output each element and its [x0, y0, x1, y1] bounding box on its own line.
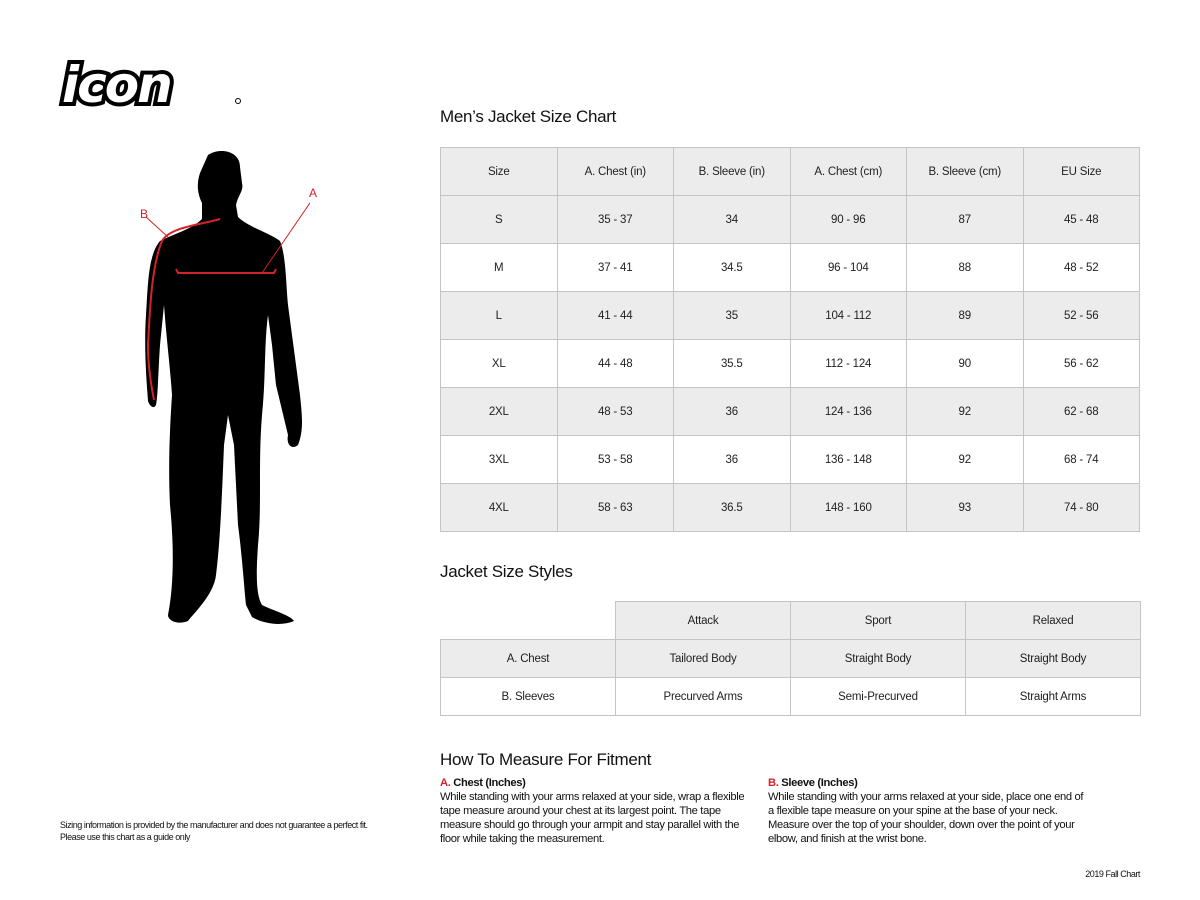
icon-logo: icon: [58, 58, 241, 108]
table-cell: 112 - 124: [789, 339, 907, 388]
table-cell: 136 - 148: [789, 435, 907, 484]
table-cell: 74 - 80: [1022, 483, 1140, 532]
table-cell: 88: [906, 243, 1024, 292]
header-cell: B. Sleeve (in): [673, 147, 791, 196]
table-cell: 36: [673, 387, 791, 436]
table-cell: S: [440, 195, 558, 244]
table-cell: 124 - 136: [789, 387, 907, 436]
table-cell: 48 - 53: [556, 387, 674, 436]
sleeve-heading: Sleeve (Inches): [781, 777, 858, 789]
table-row: XL 44 - 48 35.5 112 - 124 90 56 - 62: [440, 339, 1140, 388]
table-cell: 90 - 96: [789, 195, 907, 244]
table-cell: 35.5: [673, 339, 791, 388]
header-cell: EU Size: [1022, 147, 1140, 196]
sleeve-measure-line: [146, 218, 221, 401]
table-cell: Precurved Arms: [615, 677, 791, 716]
chest-text: While standing with your arms relaxed at…: [440, 791, 745, 845]
header-cell: Attack: [615, 601, 791, 640]
header-cell: Size: [440, 147, 558, 196]
styles-table: Attack Sport Relaxed A. Chest Tailored B…: [440, 601, 1141, 716]
label-a: A: [309, 186, 318, 200]
table-cell: 56 - 62: [1022, 339, 1140, 388]
size-chart-table: Size A. Chest (in) B. Sleeve (in) A. Che…: [440, 147, 1140, 532]
table-cell: M: [440, 243, 558, 292]
table-cell: 41 - 44: [556, 291, 674, 340]
body-silhouette-figure: [145, 151, 310, 624]
table-cell: 89: [906, 291, 1024, 340]
table-cell: 62 - 68: [1022, 387, 1140, 436]
size-chart-title: Men’s Jacket Size Chart: [440, 107, 617, 126]
sleeve-letter: B.: [768, 777, 779, 789]
table-row: 2XL 48 - 53 36 124 - 136 92 62 - 68: [440, 387, 1140, 436]
table-cell: 53 - 58: [556, 435, 674, 484]
table-row: A. Chest Tailored Body Straight Body Str…: [440, 639, 1141, 678]
table-cell: 87: [906, 195, 1024, 244]
table-cell: 3XL: [440, 435, 558, 484]
table-cell: Semi-Precurved: [790, 677, 966, 716]
registered-mark-icon: [235, 98, 241, 104]
chest-letter: A.: [440, 777, 451, 789]
table-cell: 36.5: [673, 483, 791, 532]
table-header-row: Size A. Chest (in) B. Sleeve (in) A. Che…: [440, 147, 1140, 196]
body-silhouette: [145, 151, 302, 624]
measure-title: How To Measure For Fitment: [440, 750, 652, 769]
chest-heading: Chest (Inches): [453, 777, 526, 789]
styles-title: Jacket Size Styles: [440, 562, 573, 581]
table-cell: A. Chest: [440, 639, 616, 678]
header-cell: A. Chest (in): [556, 147, 674, 196]
header-cell: [440, 601, 616, 640]
table-row: 3XL 53 - 58 36 136 - 148 92 68 - 74: [440, 435, 1140, 484]
table-cell: 48 - 52: [1022, 243, 1140, 292]
table-cell: 36: [673, 435, 791, 484]
table-cell: 58 - 63: [556, 483, 674, 532]
table-cell: Straight Body: [965, 639, 1141, 678]
table-cell: 92: [906, 387, 1024, 436]
table-cell: 45 - 48: [1022, 195, 1140, 244]
table-cell: 4XL: [440, 483, 558, 532]
table-cell: Tailored Body: [615, 639, 791, 678]
table-cell: 104 - 112: [789, 291, 907, 340]
chest-instructions: A. Chest (Inches) While standing with yo…: [440, 776, 758, 846]
chest-measure-line: [175, 268, 277, 274]
header-cell: B. Sleeve (cm): [906, 147, 1024, 196]
label-b: B: [140, 207, 149, 221]
header-cell: A. Chest (cm): [789, 147, 907, 196]
table-row: L 41 - 44 35 104 - 112 89 52 - 56: [440, 291, 1140, 340]
disclaimer: Sizing information is provided by the ma…: [60, 819, 368, 843]
table-cell: 93: [906, 483, 1024, 532]
table-cell: XL: [440, 339, 558, 388]
table-row: B. Sleeves Precurved Arms Semi-Precurved…: [440, 677, 1141, 716]
table-header-row: Attack Sport Relaxed: [440, 601, 1141, 640]
table-cell: 52 - 56: [1022, 291, 1140, 340]
table-cell: L: [440, 291, 558, 340]
disclaimer-line: Sizing information is provided by the ma…: [60, 820, 368, 830]
svg-text:icon: icon: [62, 58, 171, 108]
sleeve-text: While standing with your arms relaxed at…: [768, 791, 1084, 845]
table-cell: 35: [673, 291, 791, 340]
table-cell: 90: [906, 339, 1024, 388]
chart-edition: 2019 Fall Chart: [1085, 869, 1140, 879]
header-cell: Sport: [790, 601, 966, 640]
table-row: M 37 - 41 34.5 96 - 104 88 48 - 52: [440, 243, 1140, 292]
table-cell: 34: [673, 195, 791, 244]
table-cell: 96 - 104: [789, 243, 907, 292]
table-cell: B. Sleeves: [440, 677, 616, 716]
table-cell: 35 - 37: [556, 195, 674, 244]
table-cell: Straight Body: [790, 639, 966, 678]
disclaimer-line: Please use this chart as a guide only: [60, 832, 190, 842]
table-cell: 44 - 48: [556, 339, 674, 388]
table-cell: Straight Arms: [965, 677, 1141, 716]
header-cell: Relaxed: [965, 601, 1141, 640]
table-cell: 2XL: [440, 387, 558, 436]
table-cell: 34.5: [673, 243, 791, 292]
table-row: 4XL 58 - 63 36.5 148 - 160 93 74 - 80: [440, 483, 1140, 532]
table-row: S 35 - 37 34 90 - 96 87 45 - 48: [440, 195, 1140, 244]
table-cell: 37 - 41: [556, 243, 674, 292]
table-cell: 92: [906, 435, 1024, 484]
table-cell: 68 - 74: [1022, 435, 1140, 484]
sleeve-instructions: B. Sleeve (Inches) While standing with y…: [768, 776, 1086, 846]
table-cell: 148 - 160: [789, 483, 907, 532]
